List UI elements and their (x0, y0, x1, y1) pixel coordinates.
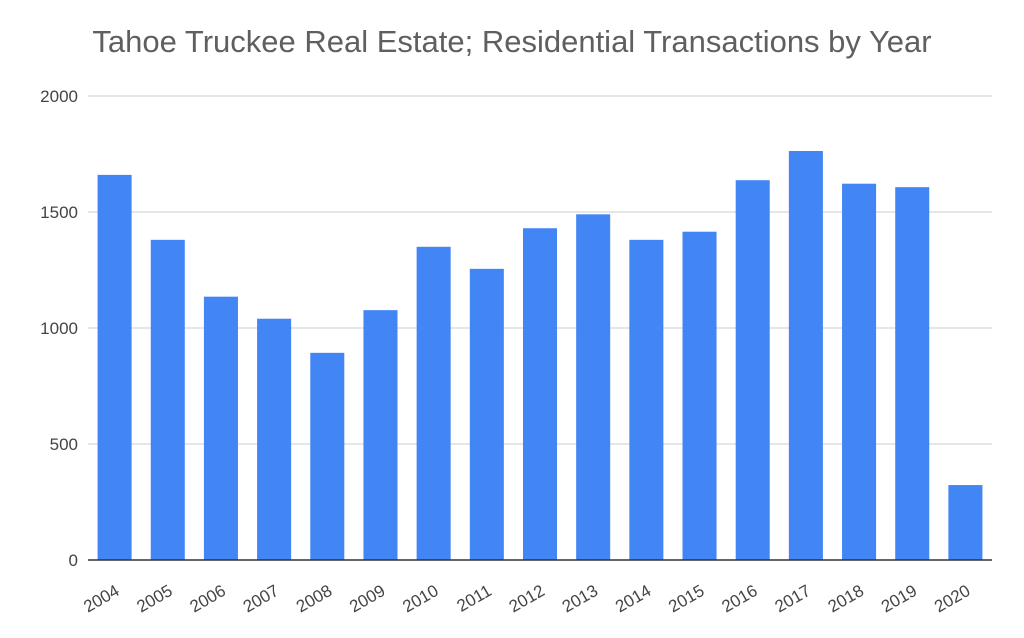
x-tick-label-2005: 2005 (134, 581, 176, 616)
x-tick-label-2013: 2013 (559, 581, 601, 616)
x-tick-label-2004: 2004 (80, 581, 122, 616)
y-tick-label-1000: 1000 (40, 319, 78, 338)
bar-2015 (682, 231, 717, 560)
bar-2012 (522, 228, 558, 561)
x-tick-label-2018: 2018 (825, 581, 867, 616)
bar-2018 (842, 183, 877, 561)
bar-2017 (788, 150, 823, 560)
y-tick-label-500: 500 (50, 435, 78, 454)
bar-2006 (203, 296, 238, 560)
x-tick-label-2011: 2011 (454, 581, 495, 616)
bar-2008 (310, 352, 345, 560)
x-tick-label-2012: 2012 (506, 581, 548, 616)
x-tick-label-2006: 2006 (187, 581, 229, 616)
bar-2004 (97, 174, 132, 560)
bar-2010 (416, 246, 451, 561)
x-tick-label-2020: 2020 (931, 581, 973, 616)
y-tick-label-1500: 1500 (40, 203, 78, 222)
x-tick-label-2008: 2008 (293, 581, 335, 616)
x-tick-label-2010: 2010 (399, 581, 441, 616)
x-tick-label-2014: 2014 (612, 581, 654, 616)
y-tick-label-2000: 2000 (40, 87, 78, 106)
x-tick-label-2019: 2019 (878, 581, 920, 616)
bar-2020 (948, 485, 983, 560)
x-tick-label-2016: 2016 (718, 581, 760, 616)
x-tick-label-2015: 2015 (665, 581, 707, 616)
x-tick-label-2007: 2007 (240, 581, 282, 616)
bar-2011 (469, 268, 504, 560)
x-tick-label-2017: 2017 (772, 581, 814, 616)
bar-2013 (576, 214, 611, 560)
bar-2009 (363, 310, 398, 560)
bar-2005 (150, 239, 185, 560)
y-tick-label-0: 0 (69, 551, 78, 570)
bar-2014 (629, 239, 664, 560)
x-tick-label-2009: 2009 (346, 581, 388, 616)
bar-2016 (735, 180, 770, 560)
bar-2007 (257, 318, 292, 560)
bar-2019 (895, 187, 930, 560)
chart-title: Tahoe Truckee Real Estate; Residential T… (92, 24, 932, 59)
